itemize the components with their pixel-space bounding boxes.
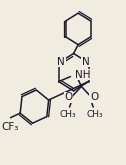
Text: CH₃: CH₃ xyxy=(59,110,76,119)
Text: N: N xyxy=(82,57,90,67)
Text: O: O xyxy=(65,92,73,102)
Text: CF₃: CF₃ xyxy=(1,122,19,132)
Text: O: O xyxy=(90,92,98,102)
Text: CH₃: CH₃ xyxy=(87,110,103,119)
Text: N: N xyxy=(57,57,65,67)
Text: NH: NH xyxy=(75,70,90,80)
